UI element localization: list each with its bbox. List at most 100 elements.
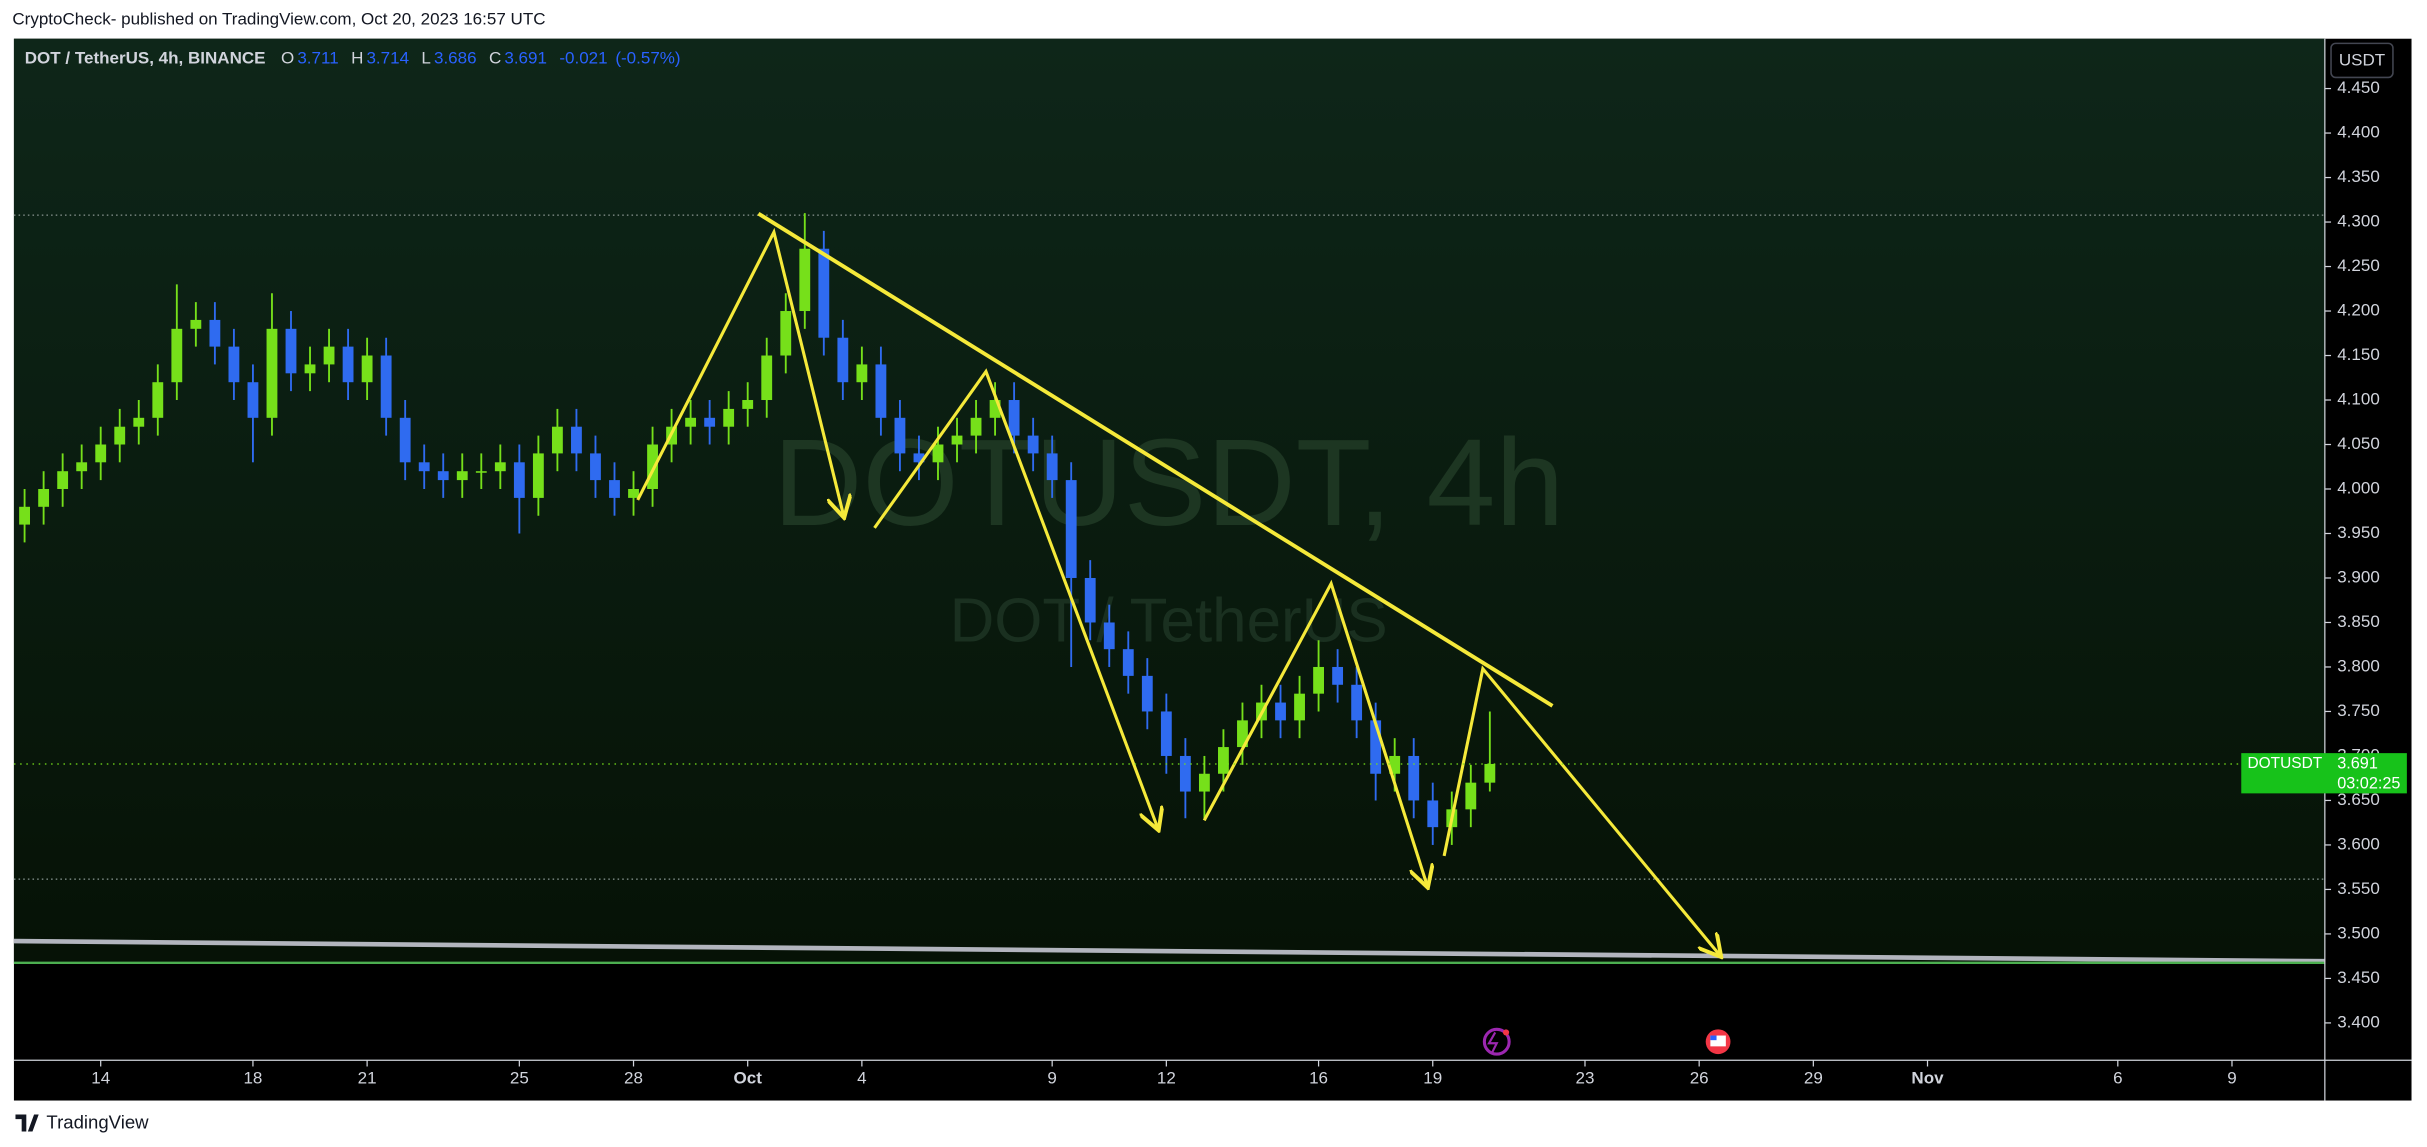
x-tick-label: 14 [91, 1068, 110, 1087]
candle-body [1465, 782, 1477, 810]
price-tag-countdown: 03:02:25 [2337, 774, 2400, 792]
y-tick-label: 4.000 [2337, 478, 2380, 497]
candle-body [209, 319, 221, 347]
candle-body [1027, 435, 1039, 454]
currency-box[interactable] [2330, 42, 2394, 79]
x-tick-label: 9 [2227, 1068, 2236, 1087]
candle-body [532, 453, 544, 498]
legend-value: 3.711 [297, 48, 338, 67]
candle-body [1084, 577, 1096, 623]
x-tick-label: 23 [1576, 1068, 1595, 1087]
candle-body [913, 453, 925, 463]
candle-body [628, 488, 639, 498]
header: CryptoCheck- published on TradingView.co… [12, 10, 545, 29]
candle-body [932, 444, 944, 463]
drawings [636, 211, 1720, 955]
candle-body [856, 364, 868, 383]
candle-body [1275, 702, 1286, 721]
zigzag [1202, 579, 1427, 886]
candle-body [951, 435, 963, 445]
candle-body [323, 346, 335, 365]
y-tick-label: 3.800 [2337, 656, 2380, 675]
footer: TradingView [46, 1112, 149, 1133]
x-tick-label: 4 [857, 1068, 866, 1087]
candle-body [875, 364, 887, 418]
candle-body [95, 444, 107, 463]
price-tag-value: 3.691 [2337, 754, 2378, 772]
x-tick-label: Oct [734, 1068, 763, 1087]
trend-line [757, 211, 1554, 708]
candle-body [247, 382, 259, 418]
candle-body [190, 319, 202, 329]
candle-body [266, 328, 278, 418]
candle-body [704, 417, 716, 427]
candle-body [1389, 755, 1401, 774]
y-tick-label: 3.600 [2337, 834, 2380, 853]
plot-bg [13, 38, 2325, 963]
candle-body [818, 248, 830, 338]
candle-body [285, 328, 297, 374]
y-tick-label: 4.450 [2337, 78, 2380, 97]
legend-label: O [281, 48, 294, 67]
price-tag [2241, 753, 2407, 794]
flag-icon [1710, 1035, 1717, 1041]
candle-body [723, 408, 735, 427]
candle-body [1065, 480, 1077, 578]
candle-body [989, 400, 1001, 418]
candle-body [551, 426, 563, 454]
candle-body [1237, 720, 1248, 748]
candle-body [76, 462, 88, 472]
candle-body [342, 346, 354, 383]
x-tick-label: 9 [1047, 1068, 1056, 1087]
x-tick-label: 6 [2113, 1068, 2122, 1087]
y-tick-label: 3.650 [2337, 790, 2380, 809]
candle-body [19, 506, 31, 525]
candle-body [456, 471, 468, 481]
candle-body [1294, 693, 1305, 721]
candle-body [571, 426, 582, 454]
candle-body [152, 382, 164, 418]
candle-body [513, 462, 525, 498]
candle-body [1370, 720, 1382, 774]
candle-body [761, 355, 773, 401]
legend-label: L [421, 48, 430, 67]
candle-body [494, 462, 506, 472]
y-tick-label: 3.550 [2337, 879, 2380, 898]
y-tick-label: 4.400 [2337, 123, 2380, 142]
y-tick-label: 3.400 [2337, 1012, 2380, 1031]
zigzag [1442, 665, 1720, 955]
y-tick-label: 4.200 [2337, 301, 2380, 320]
y-tick-label: 3.450 [2337, 968, 2380, 987]
candle-body [399, 417, 411, 463]
x-tick-label: 25 [510, 1068, 529, 1087]
candle-body [894, 417, 906, 454]
candle-body [609, 480, 620, 498]
x-tick-label: 21 [358, 1068, 377, 1087]
candle-body [799, 248, 811, 312]
x-tick-label: 12 [1157, 1068, 1176, 1087]
candle-body [1008, 400, 1020, 436]
event-icon[interactable] [1482, 1027, 1511, 1056]
candle-body [1160, 711, 1172, 756]
x-tick-label: Nov [1911, 1068, 1944, 1087]
y-tick-label: 3.750 [2337, 701, 2380, 720]
zigzag [873, 368, 1158, 829]
legend-value: 3.691 [504, 48, 547, 67]
y-tick-label: 4.050 [2337, 434, 2380, 453]
candle-body [418, 462, 430, 472]
y-tick-label: 4.300 [2337, 212, 2380, 231]
y-tick-label: 4.150 [2337, 345, 2380, 364]
zigzag [636, 227, 844, 515]
candle-body [133, 417, 145, 427]
x-tick-label: 26 [1690, 1068, 1709, 1087]
legend-value: 3.714 [366, 48, 409, 67]
watermark-subtitle: DOT / TetherUS [950, 587, 1388, 656]
watermark: DOTUSDT, 4h [773, 414, 1564, 552]
price-tag-symbol: DOTUSDT [2247, 755, 2322, 772]
y-tick-label: 3.500 [2337, 923, 2380, 942]
candle-body [1332, 666, 1344, 685]
event-icon-bolt [1487, 1031, 1499, 1054]
candle-body [837, 337, 849, 383]
candle-body [970, 417, 982, 436]
